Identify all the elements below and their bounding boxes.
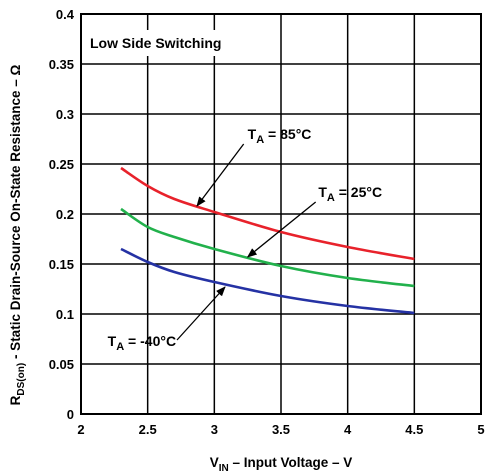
x-tick-label: 3 bbox=[211, 422, 218, 437]
x-tick-label: 2.5 bbox=[139, 422, 157, 437]
box-label: Low Side Switching bbox=[90, 35, 221, 51]
y-tick-label: 0.3 bbox=[56, 107, 74, 122]
y-tick-label: 0.15 bbox=[49, 257, 74, 272]
y-tick-label: 0.35 bbox=[49, 57, 74, 72]
y-tick-label: 0.1 bbox=[56, 307, 74, 322]
x-axis-title: VIN – Input Voltage – V bbox=[210, 455, 353, 474]
x-tick-label: 2 bbox=[77, 422, 84, 437]
tick-labels: 2 2.5 3 3.5 4 4.5 5 0 0.05 0.1 0.15 0.2 0.25 0.3 0.35 0… bbox=[49, 7, 485, 437]
y-tick-label: 0.4 bbox=[56, 7, 75, 22]
y-tick-label: 0 bbox=[67, 407, 74, 422]
annotation-arrow bbox=[196, 143, 245, 207]
plot-frame bbox=[80, 13, 482, 415]
y-tick-label: 0.25 bbox=[49, 157, 74, 172]
y-tick-label: 0.2 bbox=[56, 207, 74, 222]
series-lines bbox=[120, 166, 415, 315]
series-line bbox=[120, 166, 415, 261]
annotation-label: TA = 85°C bbox=[248, 126, 312, 146]
box-label-background bbox=[84, 30, 254, 56]
y-tick-label: 0.05 bbox=[49, 357, 74, 372]
x-tick-label: 3.5 bbox=[272, 422, 290, 437]
annotation-label: TA = -40°C bbox=[108, 333, 176, 353]
annotation-arrow bbox=[246, 201, 317, 258]
series-line bbox=[120, 207, 415, 288]
x-tick-label: 4 bbox=[344, 422, 352, 437]
y-axis-title: RDS(on) - Static Drain-Source On-State R… bbox=[8, 64, 27, 405]
series-line bbox=[120, 247, 415, 315]
annotation-label: TA = 25°C bbox=[318, 184, 382, 204]
annotation-arrow bbox=[176, 286, 226, 341]
annotations: TA = 85°C TA = 25°C TA = -40°C bbox=[108, 126, 382, 353]
x-tick-label: 5 bbox=[477, 422, 484, 437]
x-tick-label: 4.5 bbox=[405, 422, 423, 437]
